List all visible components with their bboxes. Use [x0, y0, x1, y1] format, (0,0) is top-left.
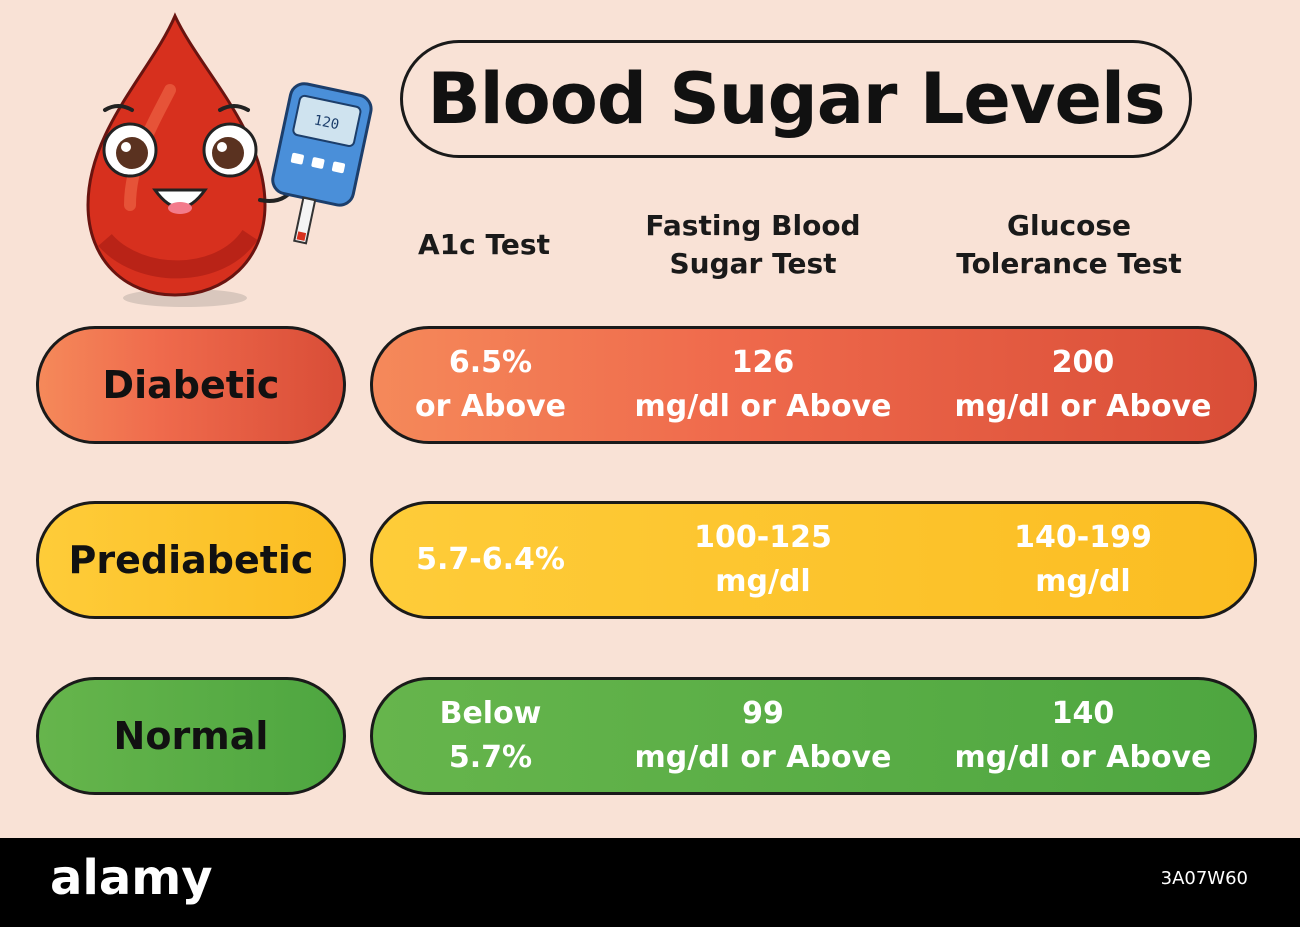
table-cell: 6.5% or Above: [414, 345, 567, 424]
infographic: 120 Blood Sugar Levels A1c Test Fasting …: [36, 12, 1257, 795]
table-row: Below 5.7% 99 mg/dl or Above 140 mg/dl o…: [370, 677, 1257, 795]
table-cell: 100-125 mg/dl: [694, 520, 832, 599]
title-banner: Blood Sugar Levels: [400, 40, 1192, 158]
table-row: 6.5% or Above 126 mg/dl or Above 200 mg/…: [370, 326, 1257, 444]
row-label-text: Diabetic: [102, 363, 280, 407]
row-label-normal: Normal: [36, 677, 346, 795]
table-row: 5.7-6.4% 100-125 mg/dl 140-199 mg/dl: [370, 501, 1257, 619]
brand-logo: alamy: [50, 850, 213, 906]
table-cell: 140 mg/dl or Above: [954, 696, 1212, 775]
row-label-text: Normal: [113, 714, 269, 758]
row-label-diabetic: Diabetic: [36, 326, 346, 444]
row-label-prediabetic: Prediabetic: [36, 501, 346, 619]
image-code: 3A07W60: [1160, 868, 1248, 889]
table-cell: 200 mg/dl or Above: [954, 345, 1212, 424]
column-header-fasting: Fasting Blood Sugar Test: [645, 209, 861, 280]
blood-drop-mascot-icon: 120: [86, 12, 373, 307]
column-header-a1c: A1c Test: [418, 228, 550, 261]
row-label-text: Prediabetic: [68, 538, 314, 582]
svg-text:120: 120: [312, 112, 340, 133]
watermark-footer: alamy 3A07W60: [0, 838, 1300, 927]
table-cell: 5.7-6.4%: [416, 542, 565, 577]
table-cell: 126 mg/dl or Above: [634, 345, 892, 424]
table-cell: Below 5.7%: [439, 696, 542, 775]
page-title: Blood Sugar Levels: [427, 58, 1165, 140]
table-cell: 99 mg/dl or Above: [634, 696, 892, 775]
column-header-glucose-tolerance: Glucose Tolerance Test: [956, 209, 1182, 280]
table-cell: 140-199 mg/dl: [1014, 520, 1152, 599]
